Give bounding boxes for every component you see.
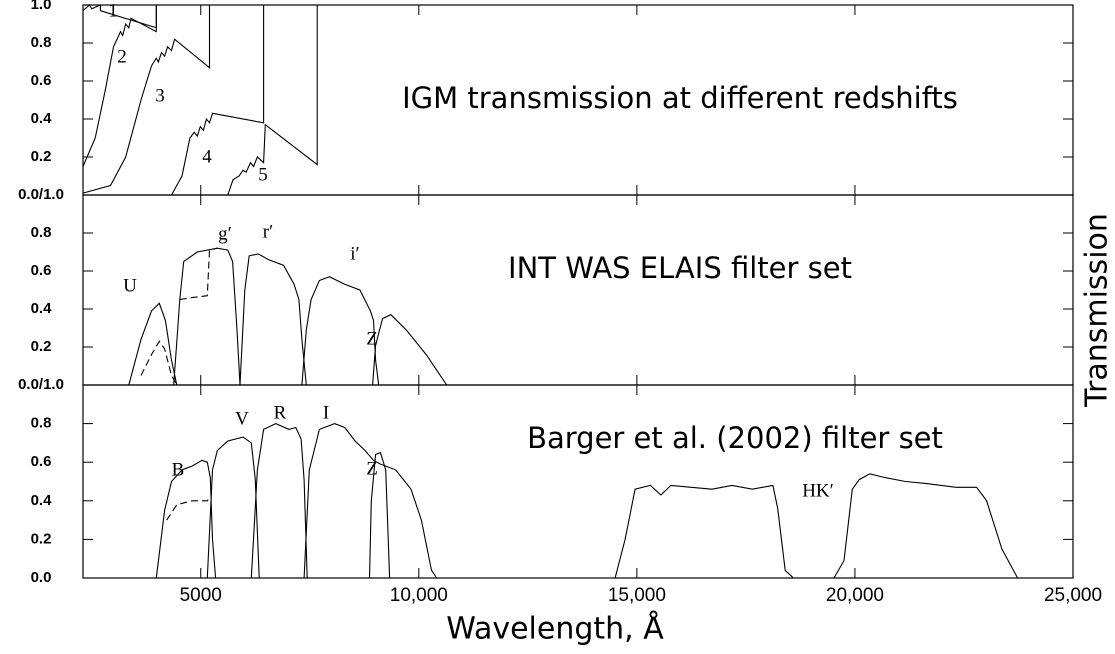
curve-label: Z xyxy=(366,458,378,479)
curve xyxy=(82,4,157,29)
curve xyxy=(303,423,438,579)
y-tick-label: 0.8 xyxy=(31,415,52,432)
curve xyxy=(301,276,380,386)
curve xyxy=(171,5,265,196)
curve xyxy=(82,5,211,194)
curve-label: HK′ xyxy=(802,480,834,501)
y-tick-label: 0.0/1.0 xyxy=(18,186,64,203)
curve xyxy=(166,496,211,521)
curve xyxy=(140,340,178,386)
curve-label: 4 xyxy=(202,146,212,167)
y-tick-label: 0.8 xyxy=(31,224,52,241)
curve-label: 5 xyxy=(258,164,268,185)
curve-label: U xyxy=(123,275,137,296)
curve-label: i′ xyxy=(350,243,359,264)
curve xyxy=(173,247,241,386)
curve xyxy=(227,5,318,196)
y-tick-label: 0.2 xyxy=(31,530,52,547)
curve-label: g′ xyxy=(218,223,232,244)
panel-title: IGM transmission at different redshifts xyxy=(402,81,958,115)
curve xyxy=(833,473,1019,579)
y-tick-label: 0.0/1.0 xyxy=(18,376,64,393)
x-tick-label: 15,000 xyxy=(608,585,666,606)
curve xyxy=(179,247,218,301)
y-tick-label: 0.0 xyxy=(31,569,52,586)
curve xyxy=(239,253,307,386)
curve-label: B xyxy=(172,459,185,480)
y-tick-label: 0.6 xyxy=(31,453,52,470)
curve xyxy=(614,484,794,579)
y-tick-label: 0.4 xyxy=(31,110,53,127)
y-tick-label: 0.6 xyxy=(31,72,52,89)
y-tick-label: 0.8 xyxy=(31,34,52,51)
curve xyxy=(250,422,308,579)
curve-label: 2 xyxy=(117,46,127,67)
curve xyxy=(206,436,260,579)
curve xyxy=(155,459,217,579)
y-tick-label: 0.2 xyxy=(31,338,52,355)
x-tick-label: 10,000 xyxy=(390,585,448,606)
curve-label: Z xyxy=(366,328,378,349)
curve xyxy=(372,314,448,386)
curve xyxy=(82,5,157,167)
panel-title: Barger et al. (2002) filter set xyxy=(527,421,943,455)
y-axis-label: Transmission xyxy=(1080,213,1115,408)
panel-title: INT WAS ELAIS filter set xyxy=(508,251,852,285)
curve-label: V xyxy=(235,408,249,429)
x-tick-label: 25,000 xyxy=(1044,585,1102,606)
curve xyxy=(368,451,391,579)
x-tick-label: 20,000 xyxy=(826,585,884,606)
y-tick-label: 1.0 xyxy=(31,0,52,13)
curve xyxy=(128,302,178,386)
curve-label: R xyxy=(274,402,287,423)
y-tick-label: 0.4 xyxy=(31,492,53,509)
x-axis-label: Wavelength, Å xyxy=(446,611,664,647)
curve-label: r′ xyxy=(263,221,273,242)
curve-label: 3 xyxy=(155,85,165,106)
y-tick-label: 0.2 xyxy=(31,148,52,165)
curve-label: I xyxy=(323,402,329,423)
y-tick-label: 0.4 xyxy=(31,300,53,317)
y-tick-label: 0.6 xyxy=(31,262,52,279)
panel-frame xyxy=(82,384,1074,579)
curve-label: 1 xyxy=(108,0,118,21)
x-tick-label: 5000 xyxy=(180,585,222,606)
